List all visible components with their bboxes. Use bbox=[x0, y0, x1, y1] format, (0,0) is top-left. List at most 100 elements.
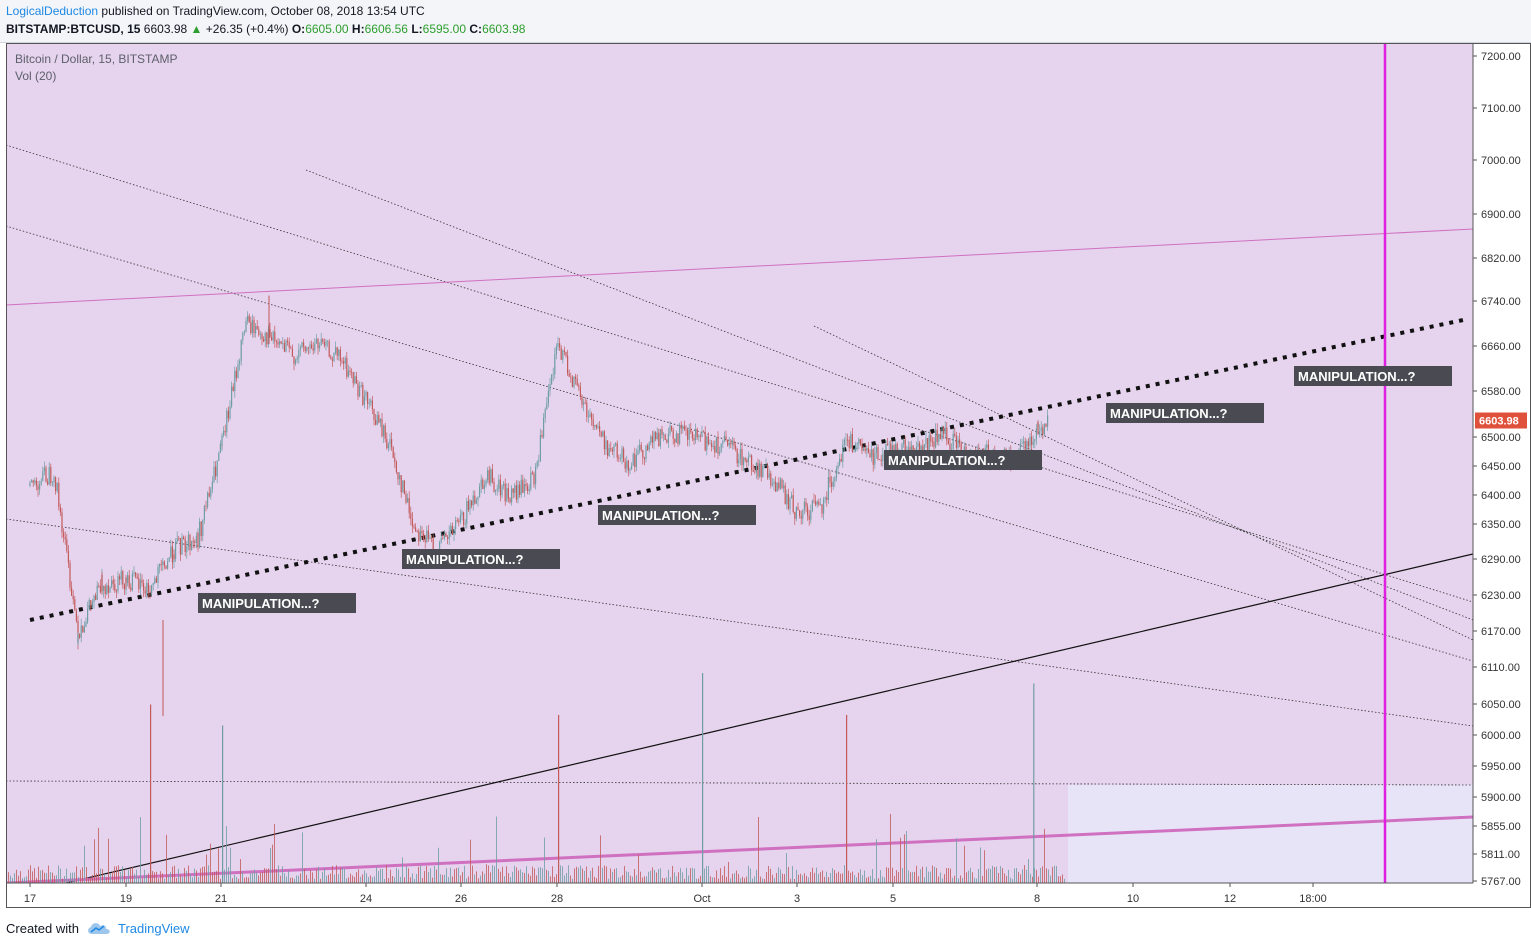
candle-body bbox=[931, 441, 933, 443]
manipulation-annotation: MANIPULATION...? bbox=[402, 549, 560, 569]
volume-bar bbox=[208, 865, 209, 883]
candle-body bbox=[400, 475, 402, 493]
volume-bar bbox=[336, 865, 337, 883]
candle-body bbox=[512, 488, 514, 493]
candle-body bbox=[111, 580, 113, 588]
candle-body bbox=[77, 634, 79, 643]
candle-body bbox=[467, 500, 469, 510]
candle-body bbox=[85, 621, 87, 627]
candle-body bbox=[869, 453, 871, 458]
candle-body bbox=[322, 339, 324, 343]
volume-bar bbox=[36, 877, 37, 883]
candle-body bbox=[259, 334, 261, 335]
candle-body bbox=[762, 466, 764, 477]
volume-bar bbox=[970, 867, 971, 883]
candle-body bbox=[515, 485, 517, 500]
volume-bar bbox=[282, 866, 283, 883]
candle-body bbox=[903, 439, 905, 444]
candle-body bbox=[842, 444, 844, 462]
candle-body bbox=[499, 479, 501, 496]
candle-body bbox=[147, 583, 149, 593]
candle-body bbox=[698, 435, 700, 438]
candle-body bbox=[687, 430, 689, 440]
volume-bar bbox=[198, 877, 199, 883]
volume-bar bbox=[278, 865, 279, 883]
volume-bar bbox=[864, 870, 865, 883]
candle-body bbox=[715, 437, 717, 453]
volume-bar bbox=[740, 878, 741, 883]
volume-bar bbox=[312, 872, 313, 883]
candle-body bbox=[667, 433, 669, 443]
candle-body bbox=[384, 425, 386, 439]
candle-body bbox=[674, 438, 676, 443]
volume-bar bbox=[286, 876, 287, 883]
volume-bar bbox=[958, 878, 959, 883]
candle-body bbox=[754, 471, 756, 473]
candle-body bbox=[656, 432, 658, 440]
price-tick-label: 7200.00 bbox=[1481, 51, 1521, 63]
volume-bar bbox=[506, 866, 507, 883]
candle-body bbox=[583, 402, 585, 405]
volume-bar bbox=[102, 868, 103, 883]
candle-body bbox=[765, 465, 767, 467]
volume-bar bbox=[710, 876, 711, 883]
candle-body bbox=[375, 419, 377, 425]
candle-body bbox=[875, 447, 877, 454]
volume-bar bbox=[1006, 875, 1007, 883]
candle-body bbox=[474, 495, 476, 504]
volume-bar bbox=[236, 876, 237, 883]
volume-bar bbox=[726, 876, 727, 883]
volume-bar bbox=[90, 878, 91, 883]
candle-body bbox=[592, 419, 594, 427]
volume-bar bbox=[598, 865, 599, 883]
volume-spike-bar bbox=[702, 673, 704, 883]
candle-body bbox=[527, 486, 529, 491]
candle-body bbox=[219, 443, 221, 453]
candle-body bbox=[805, 501, 807, 507]
candle-body bbox=[943, 427, 945, 434]
volume-bar bbox=[566, 873, 567, 883]
volume-bar bbox=[816, 867, 817, 883]
volume-bar bbox=[364, 870, 365, 883]
candle-body bbox=[138, 578, 140, 590]
candle-body bbox=[904, 439, 906, 452]
volume-bar bbox=[626, 871, 627, 883]
volume-spike-bar bbox=[846, 715, 848, 883]
candle-body bbox=[429, 537, 431, 539]
candle-body bbox=[237, 364, 239, 379]
candle-body bbox=[395, 462, 397, 473]
candle-body bbox=[123, 584, 125, 590]
candle-body bbox=[229, 406, 231, 419]
candle-body bbox=[560, 347, 562, 360]
price-chart[interactable]: MANIPULATION...? MANIPULATION...? MANIPULA… bbox=[6, 43, 1473, 883]
volume-bar bbox=[342, 867, 343, 883]
created-with-text: Created with bbox=[6, 921, 79, 936]
volume-bar bbox=[768, 865, 769, 883]
volume-bar bbox=[40, 870, 41, 883]
candle-body bbox=[37, 485, 39, 490]
candle-body bbox=[224, 430, 226, 433]
volume-bar bbox=[190, 874, 191, 883]
time-tick-label: 5 bbox=[890, 893, 896, 905]
candle-body bbox=[722, 441, 724, 444]
volume-bar bbox=[108, 838, 109, 883]
candle-body bbox=[819, 504, 821, 506]
volume-bar bbox=[772, 874, 773, 883]
tradingview-brand-link[interactable]: TradingView bbox=[118, 921, 190, 936]
candle-body bbox=[727, 440, 729, 446]
volume-bar bbox=[944, 874, 945, 883]
volume-bar bbox=[434, 865, 435, 883]
candle-body bbox=[192, 541, 194, 542]
volume-bar bbox=[574, 868, 575, 883]
candle-body bbox=[319, 344, 321, 349]
candle-body bbox=[117, 576, 119, 592]
candle-body bbox=[295, 359, 297, 364]
candle-body bbox=[51, 482, 53, 484]
volume-bar bbox=[242, 871, 243, 883]
time-tick-label: 8 bbox=[1034, 893, 1040, 905]
volume-bar bbox=[420, 865, 421, 883]
candle-body bbox=[576, 379, 578, 386]
candle-body bbox=[288, 342, 290, 348]
candle-body bbox=[48, 466, 50, 485]
author-link[interactable]: LogicalDeduction bbox=[6, 4, 99, 18]
